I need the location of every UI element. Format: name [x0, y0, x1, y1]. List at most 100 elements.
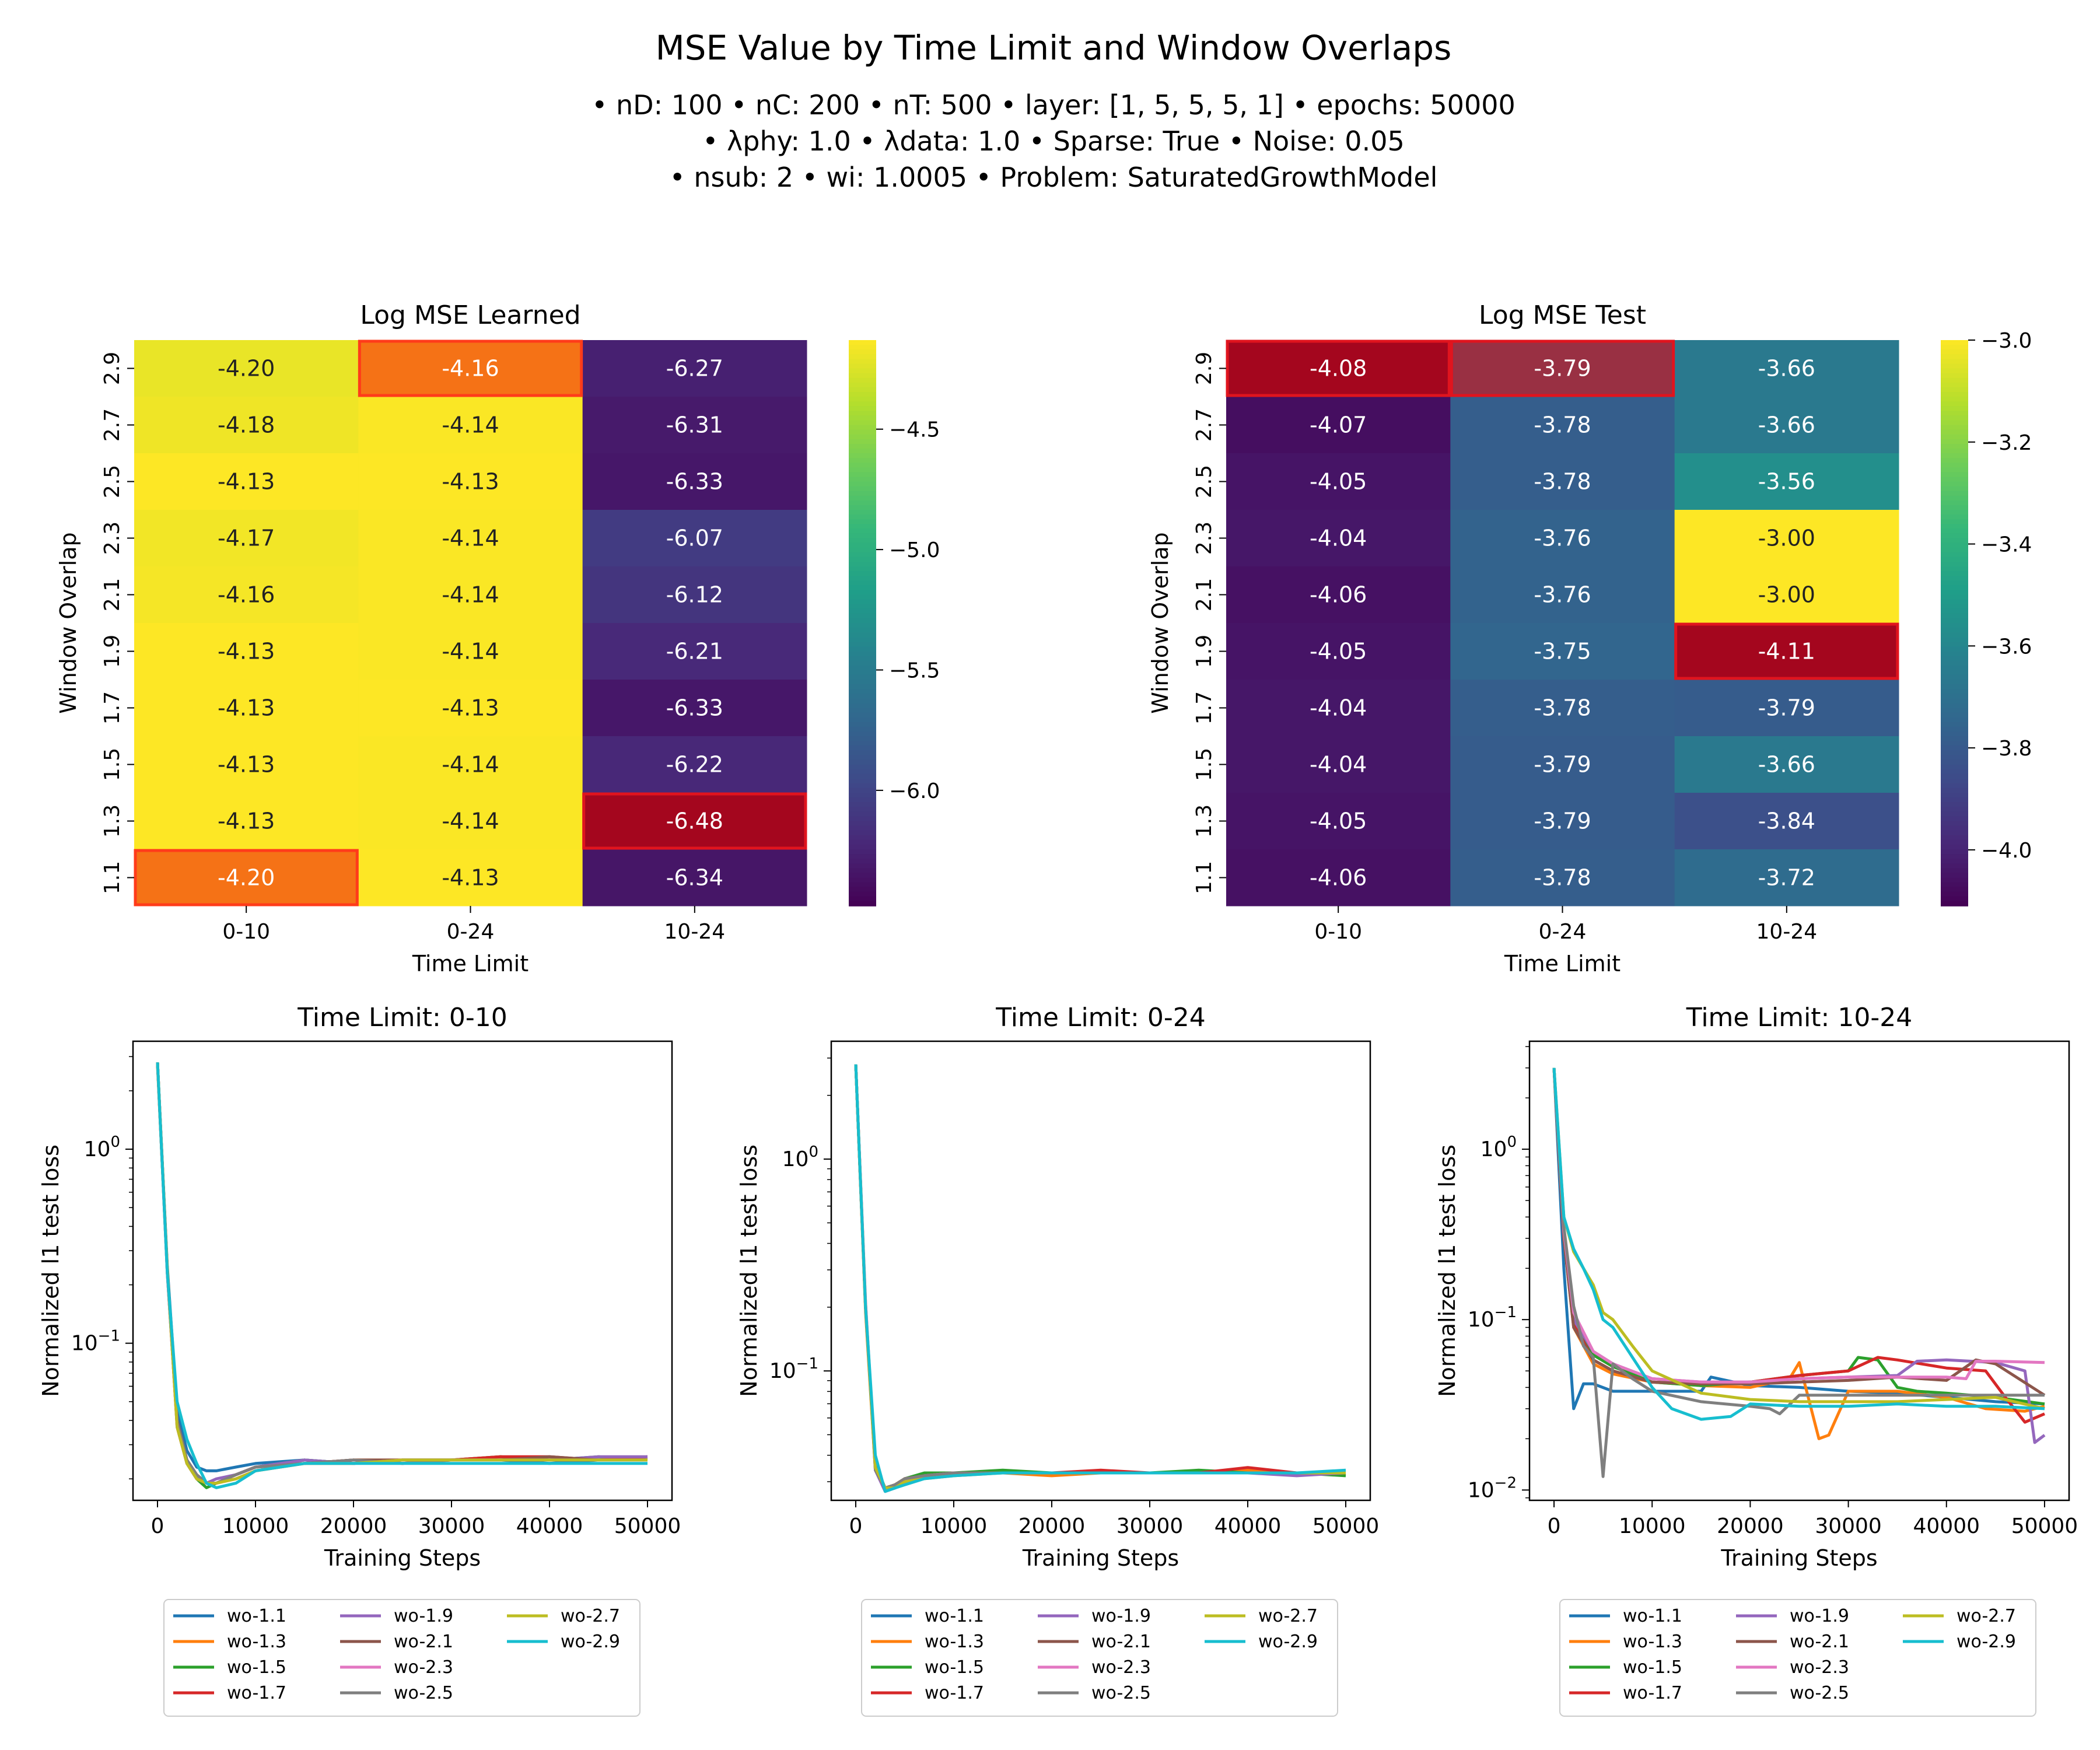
colorbar-segment [849, 788, 876, 793]
colorbar-segment [1941, 854, 1968, 859]
colorbar-segment [849, 863, 876, 869]
y-tick-label: 10−1 [71, 1328, 120, 1356]
colorbar-segment [849, 401, 876, 407]
colorbar-segment [1941, 689, 1968, 695]
legend-label: wo-2.9 [1258, 1632, 1318, 1652]
heatmap-cell [582, 849, 807, 907]
legend-label: wo-2.9 [1957, 1632, 2016, 1652]
colorbar-segment [1941, 660, 1968, 666]
heatmap-cell-label: -4.04 [1310, 526, 1367, 551]
colorbar-segment [1941, 519, 1968, 525]
colorbar-tick-label: −4.0 [1981, 839, 2032, 863]
colorbar-segment [849, 896, 876, 902]
colorbar-segment [849, 542, 876, 548]
heatmap-cell-label: -4.17 [218, 526, 275, 551]
colorbar-segment [849, 844, 876, 850]
heatmap-cell [1450, 453, 1675, 510]
y-tick-label: 10−2 [1468, 1474, 1517, 1502]
colorbar-segment [1941, 576, 1968, 582]
heatmap-cell [582, 623, 807, 680]
colorbar-segment [849, 901, 876, 907]
colorbar-segment [849, 486, 876, 492]
line-chart-time-limit-0-24: Time Limit: 0-24 0 10000 20000 30000 40000 500… [736, 1003, 1379, 1717]
colorbar-segment [1941, 510, 1968, 515]
colorbar-segment [849, 882, 876, 888]
colorbar-segment [849, 722, 876, 727]
heatmap-highlight-border [1226, 340, 1451, 397]
colorbar-segment [1941, 807, 1968, 813]
colorbar-segment [1941, 750, 1968, 756]
legend-label: wo-1.5 [925, 1657, 984, 1678]
colorbar-segment [849, 684, 876, 690]
heatmap-cell-label: -4.13 [218, 639, 275, 664]
colorbar-tick-label: −3.6 [1981, 635, 2032, 659]
heatmap-cell-label: -6.07 [666, 526, 723, 551]
colorbar-segment [1941, 816, 1968, 822]
heatmap-cell-label: -6.33 [666, 695, 723, 721]
heatmap-highlight-border [358, 340, 583, 397]
colorbar-segment [849, 670, 876, 676]
x-tick-label: 20000 [320, 1514, 387, 1538]
series-line-wo-1.9 [156, 1062, 648, 1485]
colorbar-segment [1941, 868, 1968, 874]
colorbar-segment [1941, 873, 1968, 878]
colorbar-segment [1941, 882, 1968, 888]
heatmap-cell [1226, 736, 1451, 793]
heatmap-highlight-border [1674, 622, 1899, 680]
colorbar-segment [1941, 802, 1968, 808]
colorbar-segment [849, 613, 876, 619]
colorbar-tick-label: −6.0 [889, 779, 940, 803]
heatmap-cell-label: -4.14 [442, 582, 499, 608]
legend: wo-1.1 wo-1.3 wo-1.5 wo-1.7 wo-1.9 wo-2.1 wo-2… [163, 1599, 640, 1717]
colorbar-segment [849, 439, 876, 444]
heatmap-cell-label: -4.14 [442, 639, 499, 664]
colorbar-segment [849, 712, 876, 718]
x-tick-label: 10000 [1619, 1514, 1686, 1538]
heatmap-cell [1226, 510, 1451, 567]
series-line-wo-1.5 [854, 1064, 1346, 1490]
colorbar-segment [849, 778, 876, 784]
colorbar-segment [849, 783, 876, 789]
heatmap-cell-label: -3.79 [1534, 356, 1591, 382]
colorbar-segment [1941, 646, 1968, 652]
y-tick-label: 2.5 [1192, 465, 1216, 498]
series-line-wo-2.5 [156, 1062, 648, 1485]
heatmap-cell [582, 680, 807, 737]
series-line-wo-1.9 [854, 1064, 1346, 1493]
x-tick-label: 30000 [1815, 1514, 1882, 1538]
colorbar-segment [1941, 397, 1968, 402]
colorbar-segment [1941, 628, 1968, 633]
colorbar-segment [1941, 746, 1968, 751]
colorbar-segment [849, 345, 876, 350]
heatmap-cell-label: -3.84 [1758, 808, 1815, 834]
heatmap-cell [1226, 849, 1451, 907]
legend-label: wo-2.5 [394, 1683, 453, 1703]
colorbar-segment [849, 755, 876, 761]
heatmap-cell [582, 510, 807, 567]
colorbar-segment [849, 694, 876, 699]
colorbar-segment [849, 849, 876, 855]
series-line-wo-2.1 [1552, 1068, 2046, 1396]
colorbar-segment [1941, 359, 1968, 365]
y-axis-label: Window Overlap [1147, 532, 1173, 713]
colorbar-segment [849, 510, 876, 515]
heatmap-cell [358, 736, 583, 793]
colorbar-segment [1941, 717, 1968, 723]
heatmap-cell [1450, 680, 1675, 737]
y-tick-label: 1.3 [1192, 804, 1216, 838]
legend-label: wo-1.9 [1091, 1606, 1151, 1626]
heatmap-cell-label: -4.13 [442, 469, 499, 495]
line-chart-time-limit-10-24: Time Limit: 10-24 0 10000 20000 30000 40000 50… [1434, 1003, 2078, 1717]
colorbar-segment [1941, 491, 1968, 496]
y-axis-label: Normalized l1 test loss [736, 1144, 762, 1397]
legend-label: wo-1.3 [925, 1632, 984, 1652]
colorbar-segment [1941, 731, 1968, 737]
colorbar-segment [1941, 467, 1968, 473]
colorbar-segment [849, 891, 876, 897]
series-line-wo-1.7 [854, 1064, 1346, 1490]
colorbar-segment [849, 576, 876, 582]
colorbar-segment [849, 839, 876, 845]
colorbar-segment [849, 406, 876, 412]
heatmap-cell-label: -3.79 [1534, 752, 1591, 778]
colorbar-segment [1941, 486, 1968, 492]
